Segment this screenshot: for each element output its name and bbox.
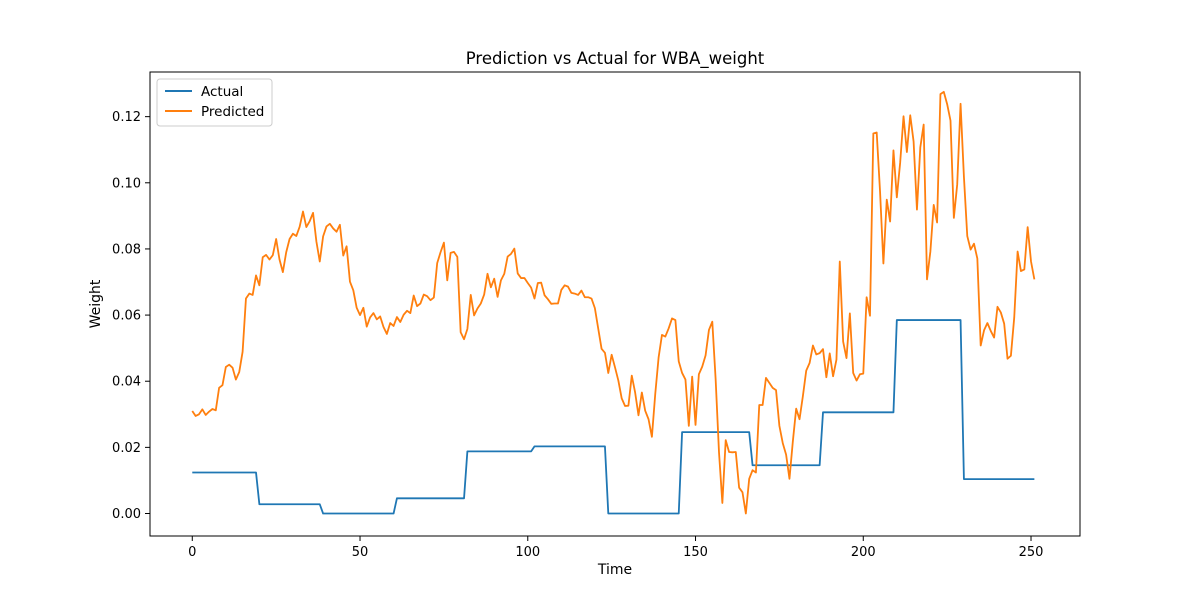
y-tick-label: 0.06: [112, 309, 141, 324]
plot-frame: [149, 71, 1081, 537]
legend-label-predicted: Predicted: [201, 104, 264, 120]
y-tick-label: 0.00: [112, 507, 141, 522]
series-line-predicted: [191, 90, 1036, 515]
y-axis-label: Weight: [88, 279, 104, 328]
x-tick-label: 100: [515, 545, 540, 560]
x-axis: 0 50 100 150 200 250: [188, 536, 1043, 560]
x-tick-label: 0: [188, 545, 196, 560]
y-tick-label: 0.08: [112, 242, 141, 257]
x-tick-label: 200: [851, 545, 876, 560]
y-tick-label: 0.02: [112, 441, 141, 456]
chart-title: Prediction vs Actual for WBA_weight: [466, 49, 765, 69]
series-line-actual: [192, 319, 1035, 515]
y-axis: 0.00 0.02 0.04 0.06 0.08 0.10 0.12: [112, 110, 150, 522]
y-tick-label: 0.10: [112, 176, 141, 191]
x-tick-label: 50: [352, 545, 369, 560]
x-tick-label: 150: [683, 545, 708, 560]
y-tick-label: 0.04: [112, 375, 141, 390]
y-tick-label: 0.12: [112, 110, 141, 125]
legend: Actual Predicted: [156, 78, 273, 127]
plot-area: [191, 90, 1036, 515]
x-axis-label: Time: [597, 562, 632, 578]
x-tick-label: 250: [1019, 545, 1044, 560]
legend-label-actual: Actual: [201, 84, 243, 100]
